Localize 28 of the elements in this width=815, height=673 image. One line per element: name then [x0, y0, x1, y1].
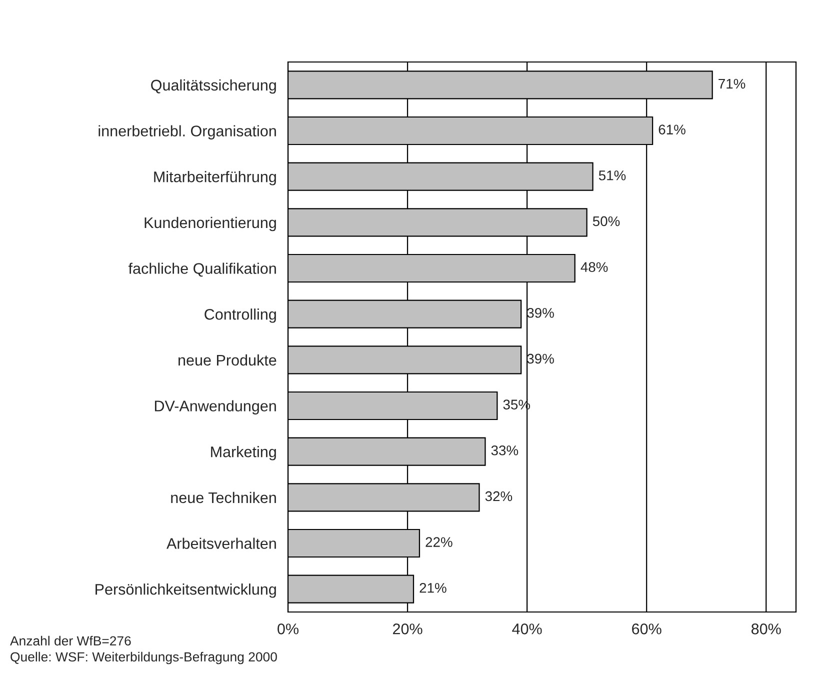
y-tick-label: neue Techniken [171, 492, 276, 504]
y-tick-label: Controlling [204, 308, 276, 323]
data-label: 61% [658, 124, 686, 134]
x-tick-label: 40% [512, 624, 542, 634]
y-tick-label: Qualitätssicherung [151, 79, 276, 94]
x-tick-label: 0% [278, 624, 298, 634]
data-label: 71% [718, 78, 746, 89]
y-tick-label: innerbetriebl. Organisation [98, 125, 276, 140]
data-label: 50% [592, 216, 620, 226]
data-label: 33% [491, 445, 518, 456]
y-tick-label: Mitarbeiterführung [154, 171, 276, 186]
y-tick-label: fachliche Qualifikation [128, 262, 276, 277]
data-label: 48% [580, 262, 608, 272]
x-tick-label: 20% [393, 624, 422, 634]
data-label: 32% [485, 491, 512, 502]
y-tick-label: Persönlichkeitsentwicklung [96, 584, 276, 598]
y-tick-label: neue Produkte [178, 354, 276, 366]
data-label: 21% [420, 582, 446, 593]
y-tick-label: Arbeitsverhalten [166, 538, 276, 549]
x-tick-label: 80% [751, 624, 781, 634]
text: Anzahl der WfB=276 [10, 636, 131, 646]
data-label: 22% [426, 537, 452, 547]
source-note: Quelle: WSF: Weiterbildungs-Befragung 2000 [10, 652, 277, 664]
y-tick-label: DV-Anwendungen [154, 400, 276, 414]
y-tick-label: Marketing [211, 446, 276, 460]
data-label: 51% [598, 170, 626, 180]
x-tick-label: 60% [632, 624, 662, 634]
y-tick-label: Kundenorientierung [144, 216, 276, 232]
